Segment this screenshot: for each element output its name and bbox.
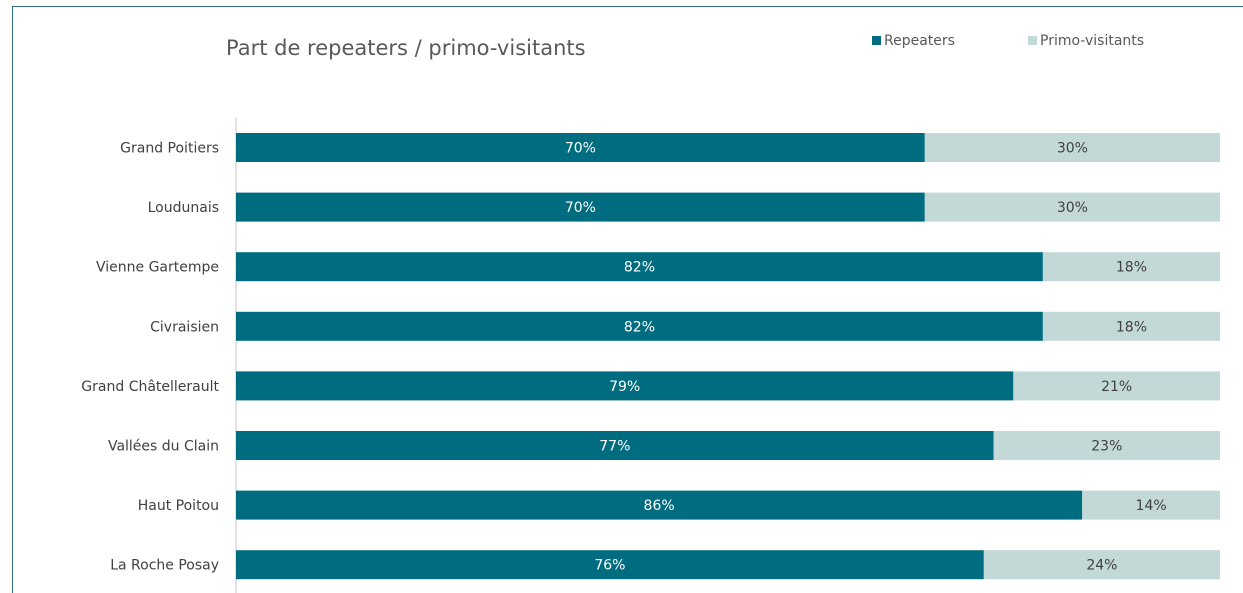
bar-repeaters <box>236 192 925 222</box>
data-label: 76% <box>594 558 625 574</box>
category-label: Grand Poitiers <box>120 141 219 157</box>
bar-primo-visitants <box>1082 490 1220 520</box>
bar-primo-visitants <box>983 550 1220 580</box>
data-label: 79% <box>609 379 640 395</box>
bar-repeaters <box>236 550 984 580</box>
legend-label-1: Primo-visitants <box>1040 33 1144 49</box>
data-label: 24% <box>1086 558 1117 574</box>
data-label: 14% <box>1136 498 1167 514</box>
category-labels: Grand Poitiers Loudunais Vienne Gartempe Ci… <box>81 141 219 574</box>
legend: Repeaters Primo-visitants <box>872 33 1144 49</box>
data-label: 21% <box>1101 379 1132 395</box>
bar-repeaters <box>236 311 1043 341</box>
data-label: 23% <box>1091 439 1122 455</box>
category-label: Vallées du Clain <box>108 439 219 455</box>
bar-primo-visitants <box>924 133 1220 162</box>
category-label: La Roche Posay <box>110 558 219 574</box>
bar-primo-visitants <box>1042 252 1220 282</box>
bar-primo-visitants <box>1013 371 1220 401</box>
data-label: 30% <box>1057 141 1088 157</box>
bar-primo-visitants <box>993 431 1220 460</box>
category-label: Civraisien <box>150 319 219 335</box>
bar-repeaters <box>236 431 994 460</box>
data-label: 18% <box>1116 319 1147 335</box>
chart-title: Part de repeaters / primo-visitants <box>226 36 586 60</box>
data-label: 82% <box>624 319 655 335</box>
bar-repeaters <box>236 252 1043 282</box>
data-label: 70% <box>565 141 596 157</box>
bar-repeaters <box>236 133 925 162</box>
category-label: Haut Poitou <box>138 498 219 514</box>
legend-swatch-0 <box>872 36 881 45</box>
category-label: Vienne Gartempe <box>96 260 219 276</box>
data-label: 70% <box>565 200 596 216</box>
bar-repeaters <box>236 371 1014 401</box>
bar-series: 70% 30% 70% 30% 82% 18% 82% 18% 79% 21% 77% 23% 86% 1… <box>236 133 1220 580</box>
category-label: Grand Châtellerault <box>81 379 219 395</box>
bar-primo-visitants <box>1042 311 1220 341</box>
bar-primo-visitants <box>924 192 1220 222</box>
data-label: 18% <box>1116 260 1147 276</box>
data-label: 30% <box>1057 200 1088 216</box>
data-label: 82% <box>624 260 655 276</box>
legend-label-0: Repeaters <box>884 33 955 49</box>
legend-swatch-1 <box>1028 36 1037 45</box>
category-label: Loudunais <box>148 200 219 216</box>
data-label: 77% <box>599 439 630 455</box>
bar-repeaters <box>236 490 1083 520</box>
data-label: 86% <box>644 498 675 514</box>
